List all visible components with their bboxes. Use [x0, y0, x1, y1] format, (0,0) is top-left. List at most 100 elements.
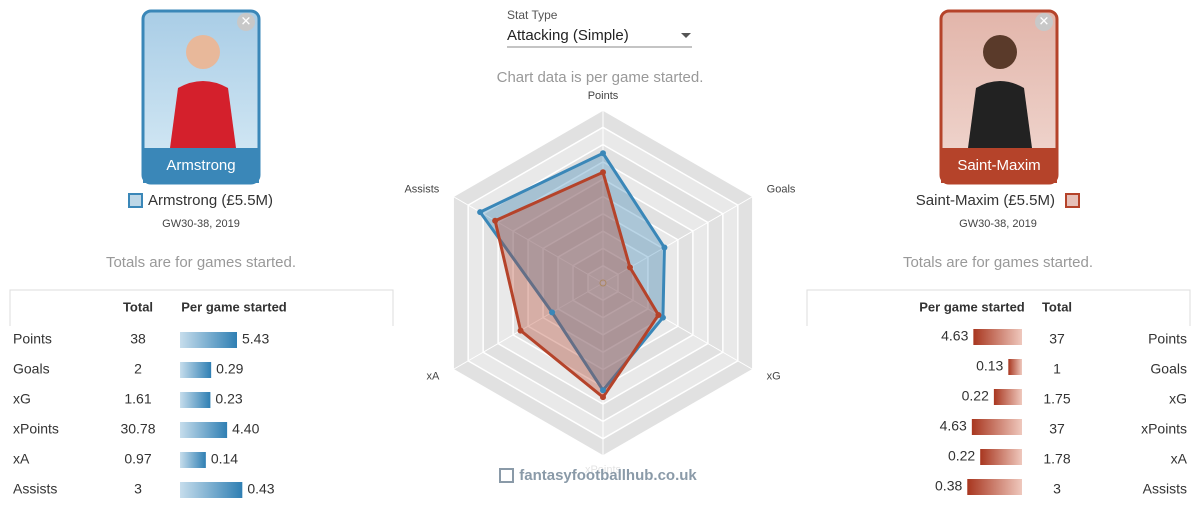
total: 30.78	[120, 421, 155, 437]
watermark: fantasyfootballhub.co.uk	[519, 467, 697, 484]
close-icon: ✕	[1039, 13, 1050, 28]
axis-line	[602, 282, 754, 370]
legend-label: Armstrong (£5.5M)	[148, 192, 273, 209]
table-frame	[9, 289, 394, 326]
period: GW30-38, 2019	[959, 218, 1037, 230]
legend-swatch	[128, 193, 143, 208]
row-label: Goals	[1150, 361, 1187, 377]
radar-point	[661, 244, 668, 251]
row-label: Points	[13, 331, 52, 347]
total: 38	[130, 331, 146, 347]
player-name: Saint-Maxim	[957, 157, 1040, 174]
chart-note: Chart data is per game started.	[497, 69, 704, 86]
per-game: 0.22	[962, 388, 989, 404]
photo-head	[983, 35, 1017, 69]
axis-label: xA	[426, 370, 440, 382]
per-game: 0.38	[935, 478, 962, 494]
radar-point	[549, 309, 556, 316]
per-game: 5.43	[242, 331, 269, 347]
col-header: Total	[1042, 299, 1072, 314]
total: 1.78	[1043, 451, 1070, 467]
row-label: xG	[13, 391, 31, 407]
per-game-bar	[973, 329, 1022, 345]
per-game: 0.29	[216, 361, 243, 377]
name-bar	[143, 148, 259, 183]
total: 37	[1049, 331, 1065, 347]
select-label: Stat Type	[507, 8, 558, 22]
col-header: Per game started	[181, 299, 287, 314]
watermark-logo	[499, 468, 514, 483]
radar-point	[655, 312, 662, 319]
player-card[interactable]: Armstrong ✕	[141, 9, 261, 185]
photo-shirt	[170, 81, 236, 148]
per-game: 0.23	[215, 391, 242, 407]
photo-head	[186, 35, 220, 69]
row-label: xA	[13, 451, 30, 467]
total: 37	[1049, 421, 1065, 437]
total: 1	[1053, 361, 1061, 377]
per-game: 4.40	[232, 421, 259, 437]
row-label: xPoints	[13, 421, 59, 437]
select-value: Attacking (Simple)	[507, 27, 629, 44]
legend-label: Saint-Maxim (£5.5M)	[916, 192, 1055, 209]
per-game-bar	[180, 392, 211, 408]
select-caret	[681, 33, 691, 38]
close-button[interactable]	[237, 13, 255, 31]
col-header: Total	[123, 299, 153, 314]
per-game-bar	[967, 479, 1022, 495]
per-game: 0.14	[211, 451, 238, 467]
player-card[interactable]: Saint-Maxim ✕	[939, 9, 1059, 185]
radar-point	[600, 169, 606, 176]
per-game-bar	[1008, 359, 1022, 375]
legend-swatch	[1065, 193, 1080, 208]
total: 1.61	[124, 391, 151, 407]
table-frame	[806, 289, 1191, 326]
name-bar	[941, 148, 1057, 183]
per-game-bar	[980, 449, 1022, 465]
radar-point	[600, 387, 606, 394]
total: 1.75	[1043, 391, 1070, 407]
per-game-bar	[180, 362, 212, 378]
row-label: Points	[1148, 331, 1187, 347]
totals-note: Totals are for games started.	[106, 254, 296, 271]
axis-line	[452, 282, 604, 370]
total: 3	[1053, 481, 1061, 497]
watermark-bg	[408, 462, 792, 490]
total: 2	[134, 361, 142, 377]
row-label: Goals	[13, 361, 50, 377]
radar-point	[600, 150, 606, 157]
per-game: 0.22	[948, 448, 975, 464]
per-game: 4.63	[940, 418, 967, 434]
row-label: Assists	[1143, 481, 1187, 497]
axis-label: Goals	[767, 183, 796, 195]
total: 3	[134, 481, 142, 497]
close-button[interactable]	[1035, 13, 1053, 31]
radar-point	[477, 209, 484, 216]
per-game-bar	[180, 422, 228, 438]
per-game-bar	[971, 419, 1022, 435]
center-dot	[599, 279, 607, 287]
player-name: Armstrong	[166, 157, 235, 174]
stat-select[interactable]: Attacking (Simple)	[507, 27, 692, 48]
axis-label: xG	[767, 370, 781, 382]
axis-label: Points	[588, 90, 619, 102]
period: GW30-38, 2019	[162, 218, 240, 230]
radar-point	[492, 217, 499, 224]
totals-note: Totals are for games started.	[903, 254, 1093, 271]
photo-shirt	[968, 81, 1032, 148]
close-icon: ✕	[241, 13, 252, 28]
per-game-bar	[993, 389, 1022, 405]
per-game: 0.43	[247, 481, 274, 497]
total: 0.97	[124, 451, 151, 467]
radar-point	[626, 264, 633, 271]
col-header: Per game started	[919, 299, 1025, 314]
per-game-bar	[180, 332, 237, 348]
row-label: xA	[1171, 451, 1188, 467]
radar-point	[600, 394, 606, 401]
per-game-bar	[180, 452, 206, 468]
per-game-bar	[180, 482, 243, 498]
row-label: xG	[1169, 391, 1187, 407]
axis-label: Assists	[404, 183, 439, 195]
radar-point	[659, 314, 666, 321]
